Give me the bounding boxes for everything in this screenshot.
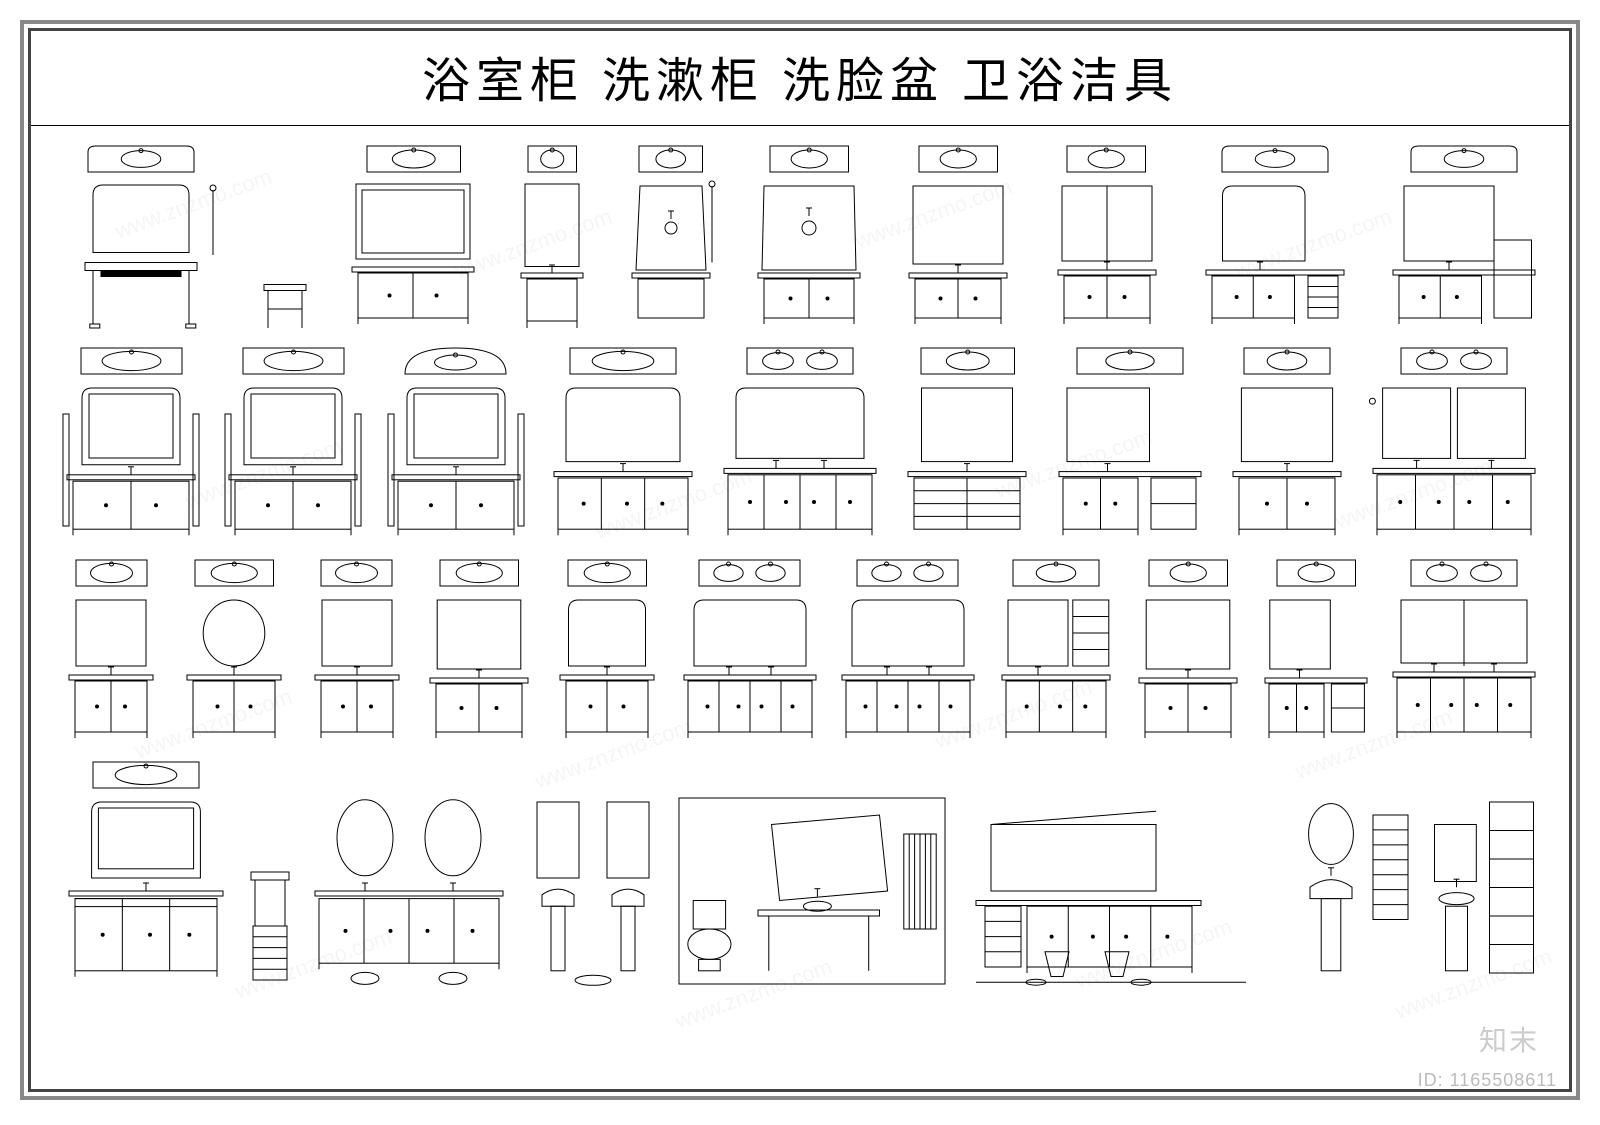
cad-block [424, 558, 534, 744]
cad-block [1055, 346, 1205, 542]
cad-block [838, 558, 978, 744]
cad-block [996, 558, 1116, 744]
cad-block [61, 760, 231, 986]
watermark-logo: 知末 [1479, 1019, 1539, 1059]
id-label: ID: 1165508611 [1418, 1070, 1557, 1091]
cad-block [1275, 796, 1415, 986]
cad-block [1200, 144, 1350, 330]
cad-block [548, 346, 698, 542]
cad-block [961, 796, 1261, 986]
cad-block [386, 346, 526, 542]
cad-block [677, 796, 947, 986]
cad-block [517, 144, 587, 330]
block-row [61, 346, 1539, 542]
cad-block [720, 346, 880, 542]
cad-block [1133, 558, 1243, 744]
cad-block [309, 796, 509, 986]
outer-frame: 浴室柜 洗漱柜 洗脸盆 卫浴洁具 www.znzmo.comwww.znzmo.… [20, 20, 1580, 1100]
cad-block-grid [31, 126, 1569, 1012]
cad-block [1389, 558, 1539, 744]
cad-block [1389, 144, 1539, 330]
cad-block [754, 144, 864, 330]
cad-block [61, 144, 221, 330]
cad-block [348, 144, 478, 330]
cad-block [260, 260, 310, 330]
inner-frame: 浴室柜 洗漱柜 洗脸盆 卫浴洁具 www.znzmo.comwww.znzmo.… [28, 28, 1572, 1092]
cad-block [626, 144, 716, 330]
cad-block [61, 558, 161, 744]
cad-block [245, 866, 295, 986]
block-row [61, 760, 1539, 986]
block-row [61, 558, 1539, 744]
cad-block [179, 558, 289, 744]
cad-block [903, 144, 1013, 330]
cad-block [223, 346, 363, 542]
page-title: 浴室柜 洗漱柜 洗脸盆 卫浴洁具 [31, 31, 1569, 126]
cad-block [552, 558, 662, 744]
cad-block [523, 796, 663, 986]
cad-block [902, 346, 1032, 542]
cad-block [1429, 796, 1539, 986]
cad-block [61, 346, 201, 542]
cad-block [680, 558, 820, 744]
block-row [61, 144, 1539, 330]
cad-block [1227, 346, 1347, 542]
cad-block [1369, 346, 1539, 542]
cad-block [1052, 144, 1162, 330]
cad-block [307, 558, 407, 744]
cad-block [1261, 558, 1371, 744]
